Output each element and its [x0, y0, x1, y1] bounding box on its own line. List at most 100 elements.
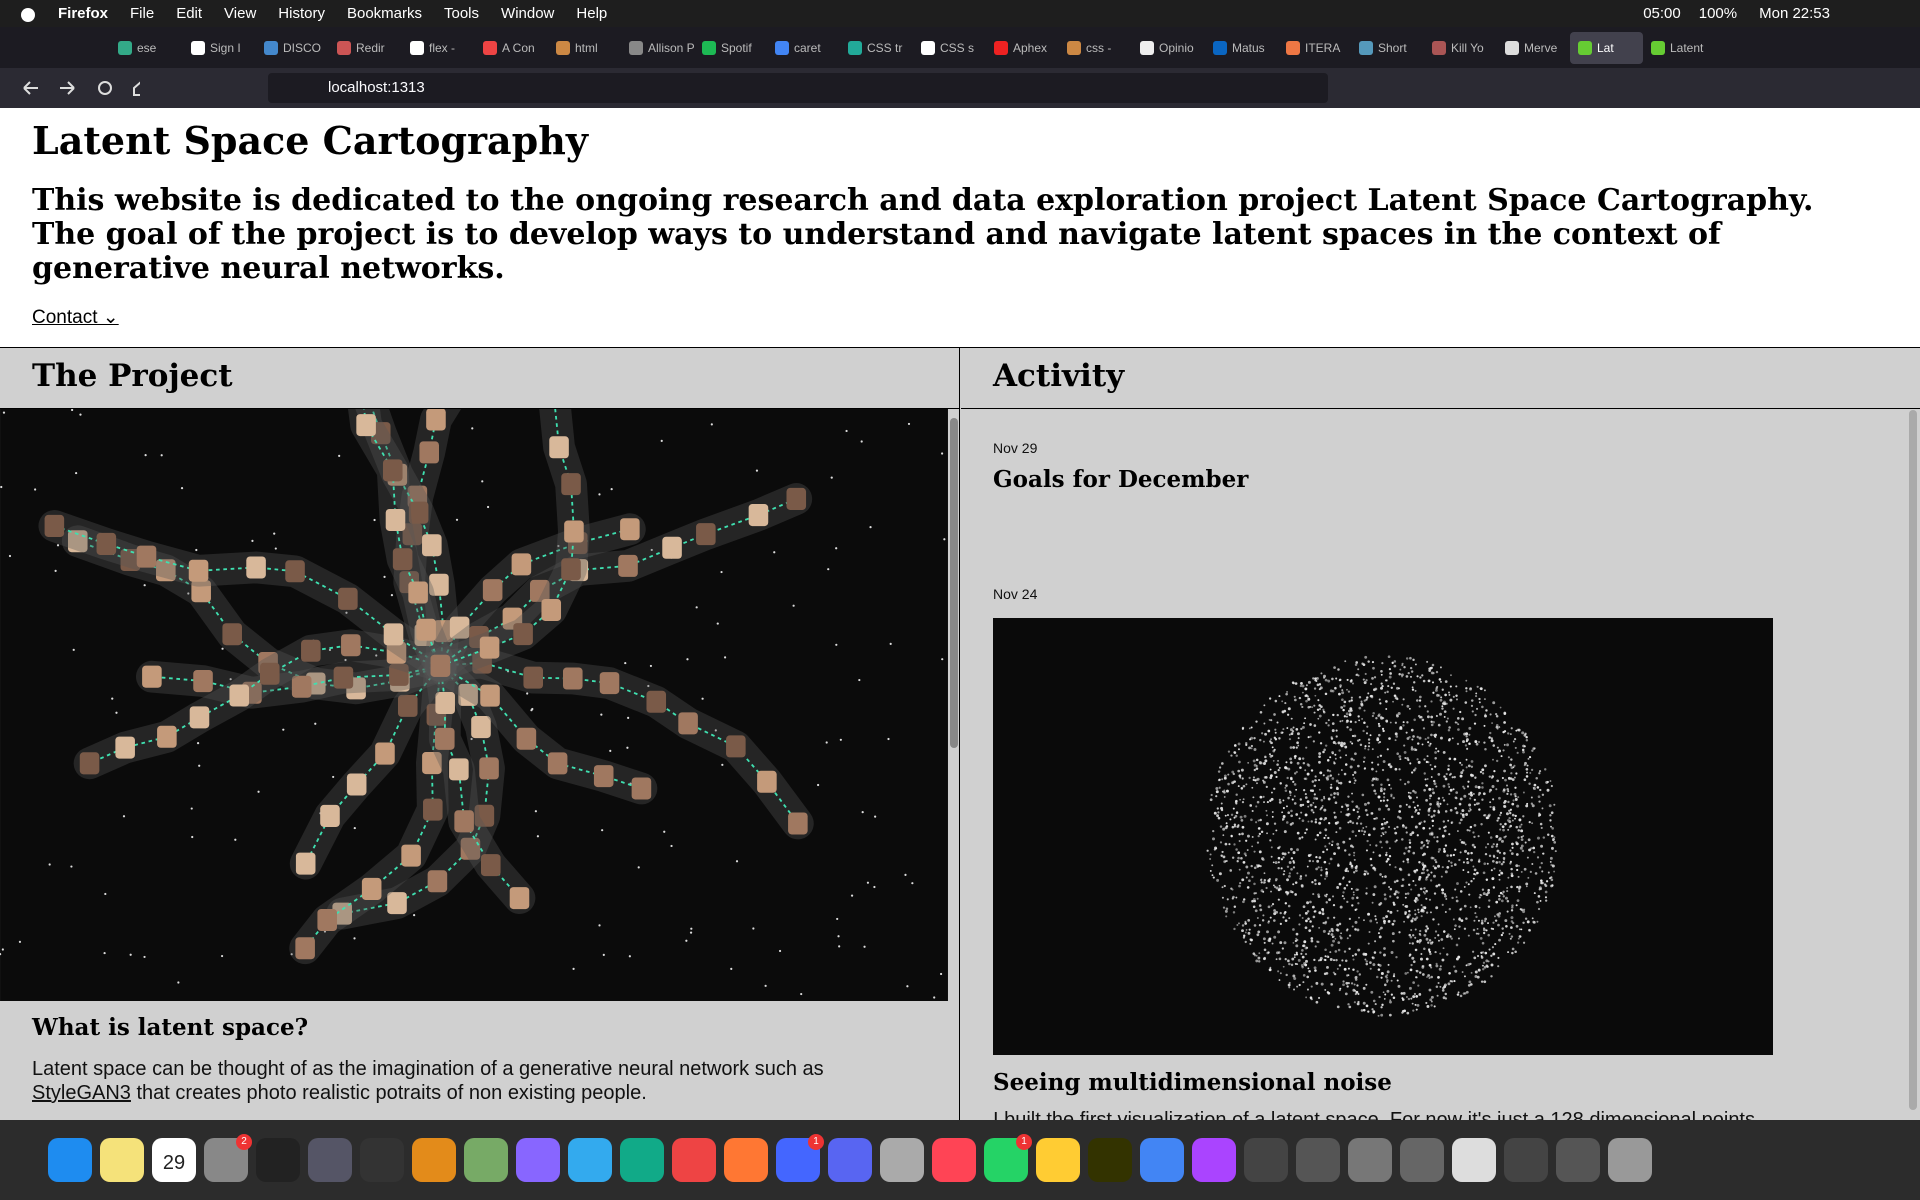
face-thumb: [786, 487, 807, 510]
dock-icon[interactable]: [1348, 1138, 1392, 1182]
noise-point: [1434, 936, 1437, 939]
browser-tab[interactable]: html: [548, 32, 621, 64]
browser-tab[interactable]: Latent: [1643, 32, 1716, 64]
browser-tab[interactable]: flex -: [402, 32, 475, 64]
browser-tab[interactable]: Lat: [1570, 31, 1643, 64]
menu-item[interactable]: File: [130, 5, 155, 22]
menu-item[interactable]: Edit: [176, 5, 203, 22]
browser-tab[interactable]: Redir: [329, 32, 402, 64]
dock-icon[interactable]: [568, 1138, 612, 1182]
dock-icon[interactable]: [1036, 1138, 1080, 1182]
dock-icon[interactable]: [724, 1138, 768, 1182]
dock-icon[interactable]: [880, 1138, 924, 1182]
browser-tab[interactable]: ese: [110, 32, 183, 64]
browser-tab[interactable]: Opinio: [1132, 32, 1205, 64]
dock-icon[interactable]: [1192, 1138, 1236, 1182]
dock-icon[interactable]: [1140, 1138, 1184, 1182]
browser-tab[interactable]: CSS s: [913, 32, 986, 64]
browser-tab[interactable]: DISCO: [256, 32, 329, 64]
noise-point: [1357, 715, 1360, 718]
post-title[interactable]: Goals for December: [993, 466, 1249, 493]
dock-icon[interactable]: [464, 1138, 508, 1182]
noise-point: [1374, 792, 1377, 795]
noise-point: [1521, 748, 1525, 752]
browser-tab[interactable]: Short: [1351, 32, 1424, 64]
browser-tab[interactable]: Kill Yo: [1424, 32, 1497, 64]
stylegan-link[interactable]: StyleGAN3: [32, 1082, 131, 1104]
noise-point: [1483, 862, 1487, 866]
dock-icon[interactable]: [1244, 1138, 1288, 1182]
dock-icon[interactable]: [100, 1138, 144, 1182]
dock-icon[interactable]: [360, 1138, 404, 1182]
dock-icon[interactable]: [516, 1138, 560, 1182]
noise-point: [1430, 666, 1434, 669]
nav-buttons[interactable]: [10, 76, 140, 100]
menu-item[interactable]: History: [278, 5, 325, 22]
browser-tab[interactable]: css -: [1059, 32, 1132, 64]
dock-icon[interactable]: [1504, 1138, 1548, 1182]
browser-tab[interactable]: CSS tr: [840, 32, 913, 64]
noise-point: [1503, 743, 1506, 746]
browser-tab[interactable]: caret: [767, 32, 840, 64]
dock-icon[interactable]: [256, 1138, 300, 1182]
noise-point: [1355, 661, 1359, 664]
noise-point: [1388, 762, 1392, 766]
app-menu[interactable]: Firefox: [58, 5, 109, 22]
browser-tab[interactable]: A Con: [475, 32, 548, 64]
dock-icon[interactable]: [1608, 1138, 1652, 1182]
noise-point: [1357, 829, 1361, 833]
menu-item[interactable]: Help: [576, 5, 608, 22]
menu-item[interactable]: Tools: [444, 5, 480, 22]
contact-link[interactable]: Contact ⌄: [32, 307, 119, 328]
noise-point: [1426, 869, 1429, 872]
noise-point: [1499, 828, 1502, 831]
dock-icon[interactable]: [1088, 1138, 1132, 1182]
dock-icon[interactable]: 1: [984, 1134, 1032, 1182]
tab-label: Merve: [1524, 40, 1558, 55]
browser-tab[interactable]: Aphex: [986, 32, 1059, 64]
noise-point: [1540, 826, 1543, 830]
noise-point: [1246, 849, 1249, 852]
noise-point: [1298, 757, 1302, 761]
browser-tab[interactable]: ITERA: [1278, 32, 1351, 64]
noise-point: [1369, 857, 1373, 861]
dock-icon[interactable]: 2: [204, 1134, 252, 1182]
menu-item[interactable]: Bookmarks: [346, 5, 422, 22]
dock-icon[interactable]: [412, 1138, 456, 1182]
dock-icon[interactable]: [932, 1138, 976, 1182]
dock-icon[interactable]: [1452, 1138, 1496, 1182]
dock-icon[interactable]: [308, 1138, 352, 1182]
noise-point: [1493, 867, 1496, 870]
noise-point: [1338, 922, 1342, 926]
post-title[interactable]: Seeing multidimensional noise: [993, 1069, 1392, 1096]
noise-point: [1464, 992, 1467, 995]
face-thumb: [402, 523, 423, 546]
dock-icon[interactable]: [828, 1138, 872, 1182]
dock-icon[interactable]: 1: [776, 1134, 824, 1182]
menu-item[interactable]: Window: [501, 5, 555, 22]
menu-item[interactable]: View: [224, 5, 257, 22]
dock-icon[interactable]: [48, 1138, 92, 1182]
dock-icon[interactable]: [1556, 1138, 1600, 1182]
noise-point: [1424, 865, 1427, 868]
noise-point: [1263, 761, 1266, 765]
browser-tab[interactable]: Spotif: [694, 32, 767, 64]
browser-tab[interactable]: Allison Pa: [621, 32, 694, 64]
dock-icon[interactable]: [1296, 1138, 1340, 1182]
noise-point: [1304, 952, 1308, 956]
noise-point: [1474, 713, 1477, 717]
dock-icon[interactable]: [620, 1138, 664, 1182]
tab-icon: [1651, 40, 1665, 55]
noise-point: [1331, 677, 1334, 681]
url-bar[interactable]: localhost:1313: [268, 73, 1328, 103]
browser-tab[interactable]: Sign I: [183, 32, 256, 64]
dock-icon[interactable]: [672, 1138, 716, 1182]
noise-point: [1301, 684, 1305, 688]
dock-icon[interactable]: [1400, 1138, 1444, 1182]
noise-point: [1396, 686, 1399, 690]
browser-tab[interactable]: Merve: [1497, 32, 1570, 64]
dock-icon[interactable]: 29: [152, 1138, 196, 1182]
noise-point: [1410, 929, 1413, 932]
browser-tab[interactable]: Matus: [1205, 32, 1278, 64]
noise-point: [1340, 745, 1343, 748]
